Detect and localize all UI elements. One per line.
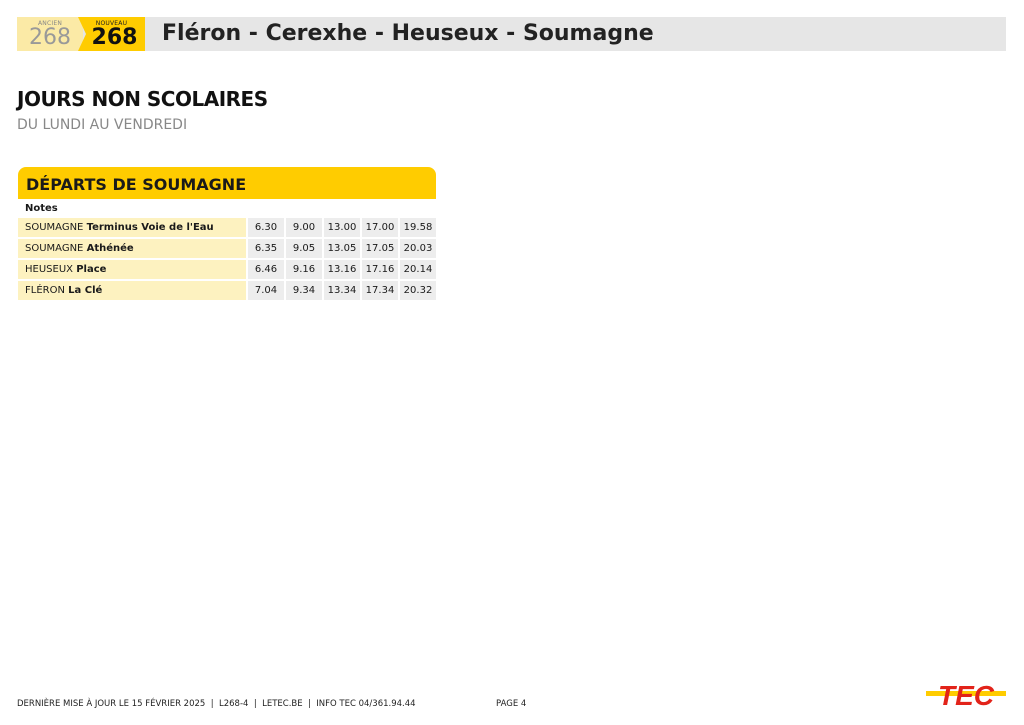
departure-time: 17.05 bbox=[360, 239, 398, 260]
stop-place: Terminus Voie de l'Eau bbox=[86, 222, 214, 233]
table-row: SOUMAGNE Terminus Voie de l'Eau 6.30 9.00 1… bbox=[18, 218, 436, 239]
departure-time: 17.00 bbox=[360, 218, 398, 239]
new-line-number: 268 bbox=[91, 25, 138, 50]
departure-time: 9.05 bbox=[284, 239, 322, 260]
stop-name: FLÉRON La Clé bbox=[18, 281, 246, 302]
departure-time: 17.16 bbox=[360, 260, 398, 281]
new-line-badge: NOUVEAU 268 bbox=[78, 17, 145, 51]
departure-time: 20.32 bbox=[398, 281, 436, 302]
departure-time: 13.16 bbox=[322, 260, 360, 281]
stop-town: SOUMAGNE bbox=[25, 222, 84, 233]
header-bar bbox=[17, 17, 1006, 51]
footer-info: DERNIÈRE MISE À JOUR LE 15 FÉVRIER 2025 … bbox=[17, 699, 416, 709]
departure-time: 13.05 bbox=[322, 239, 360, 260]
departure-time: 13.00 bbox=[322, 218, 360, 239]
stop-town: HEUSEUX bbox=[25, 264, 73, 275]
stop-place: La Clé bbox=[68, 285, 103, 296]
stop-name: SOUMAGNE Athénée bbox=[18, 239, 246, 260]
table-row: SOUMAGNE Athénée 6.35 9.05 13.05 17.05 20.03 bbox=[18, 239, 436, 260]
stop-town: FLÉRON bbox=[25, 285, 65, 296]
departure-time: 20.14 bbox=[398, 260, 436, 281]
departure-time: 9.16 bbox=[284, 260, 322, 281]
route-title: Fléron - Cerexhe - Heuseux - Soumagne bbox=[162, 21, 654, 46]
stop-place: Athénée bbox=[86, 243, 134, 254]
old-line-label: ANCIEN bbox=[37, 20, 63, 27]
departure-time: 13.34 bbox=[322, 281, 360, 302]
departure-time: 17.34 bbox=[360, 281, 398, 302]
notes-label: Notes bbox=[25, 203, 58, 214]
stop-name: HEUSEUX Place bbox=[18, 260, 246, 281]
tec-logo: TEC bbox=[926, 680, 1006, 710]
page-number: PAGE 4 bbox=[496, 699, 527, 709]
departure-time: 6.46 bbox=[246, 260, 284, 281]
timetable: SOUMAGNE Terminus Voie de l'Eau 6.30 9.00 1… bbox=[18, 218, 436, 302]
departure-time: 9.34 bbox=[284, 281, 322, 302]
table-row: HEUSEUX Place 6.46 9.16 13.16 17.16 20.14 bbox=[18, 260, 436, 281]
table-row: FLÉRON La Clé 7.04 9.34 13.34 17.34 20.32 bbox=[18, 281, 436, 302]
departure-time: 9.00 bbox=[284, 218, 322, 239]
new-line-label: NOUVEAU bbox=[95, 20, 128, 27]
section-title: JOURS NON SCOLAIRES bbox=[17, 87, 268, 111]
stop-place: Place bbox=[76, 264, 107, 275]
departure-time: 7.04 bbox=[246, 281, 284, 302]
stop-town: SOUMAGNE bbox=[25, 243, 84, 254]
section-subtitle: DU LUNDI AU VENDREDI bbox=[17, 117, 188, 133]
departure-time: 19.58 bbox=[398, 218, 436, 239]
old-line-number: 268 bbox=[29, 25, 71, 50]
stop-name: SOUMAGNE Terminus Voie de l'Eau bbox=[18, 218, 246, 239]
old-line-badge: ANCIEN 268 bbox=[17, 17, 83, 51]
timetable-title: DÉPARTS DE SOUMAGNE bbox=[18, 167, 436, 199]
svg-text:TEC: TEC bbox=[938, 680, 995, 710]
departure-time: 6.35 bbox=[246, 239, 284, 260]
departure-time: 20.03 bbox=[398, 239, 436, 260]
departure-time: 6.30 bbox=[246, 218, 284, 239]
